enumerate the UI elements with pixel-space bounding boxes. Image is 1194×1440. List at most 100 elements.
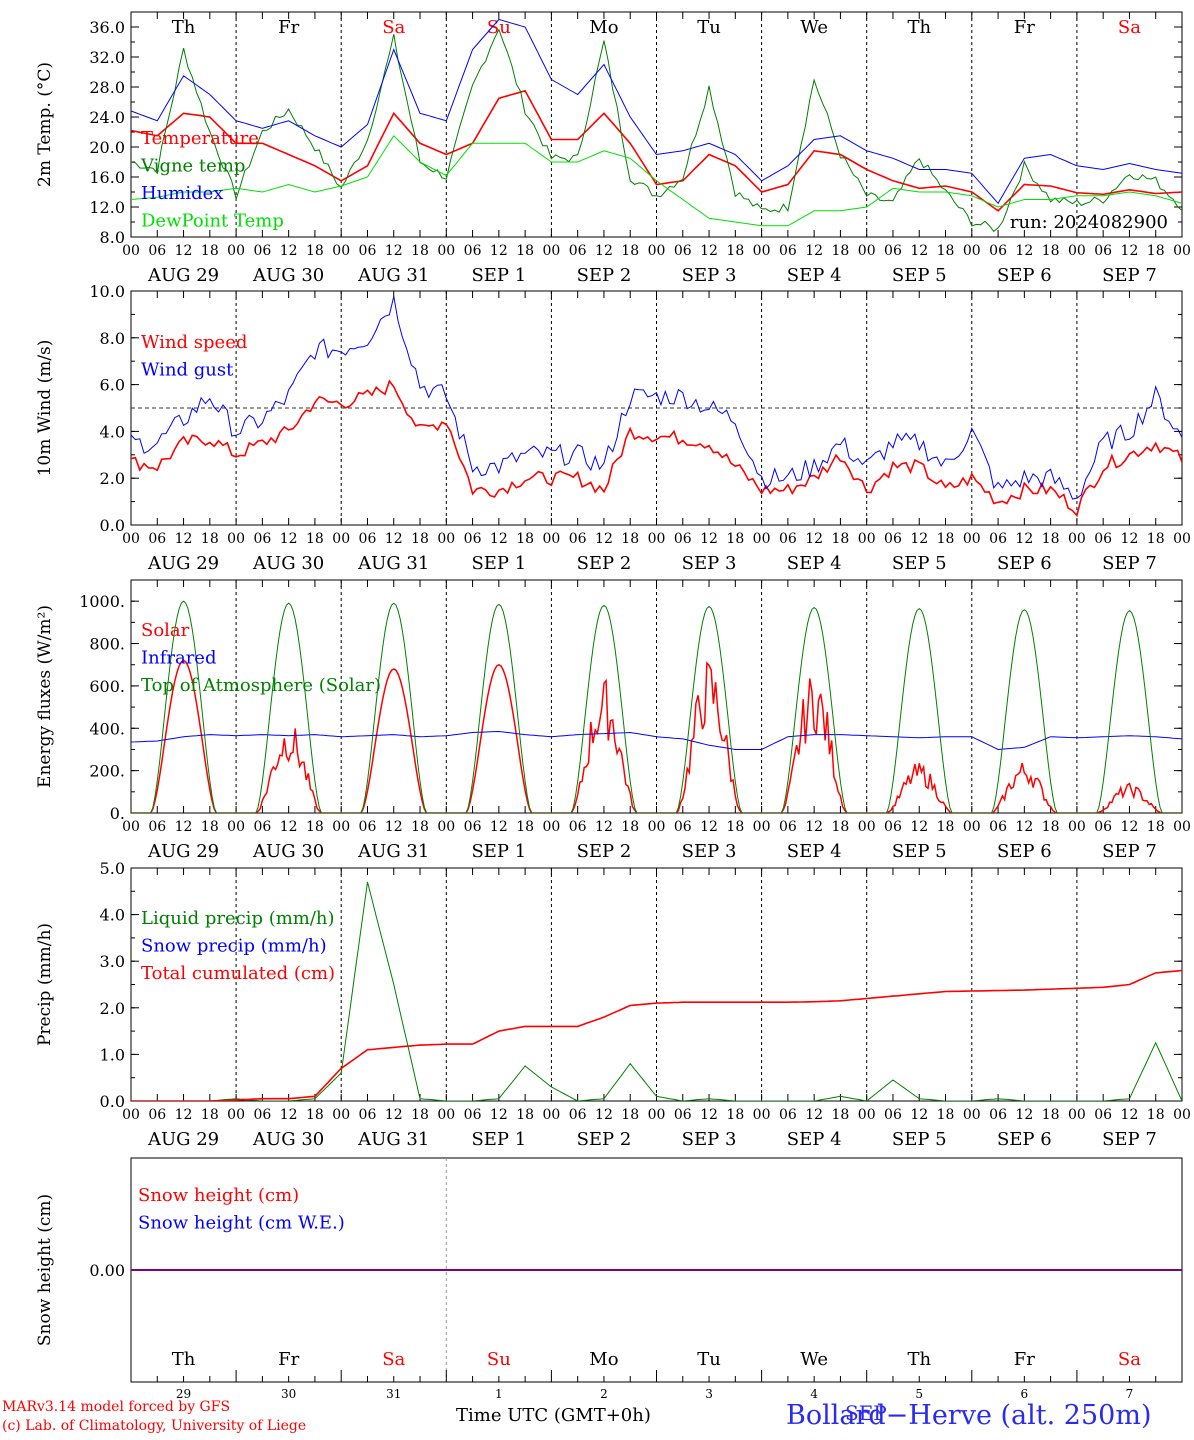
hour-label: 18 xyxy=(621,1107,639,1123)
hour-label: 00 xyxy=(122,1107,140,1123)
y-tick-label: 12.0 xyxy=(89,198,125,217)
hour-label: 00 xyxy=(227,1107,245,1123)
date-label: SEP 7 xyxy=(1102,1129,1157,1150)
y-axis-label: Snow height (cm) xyxy=(35,1194,55,1346)
hour-label: 18 xyxy=(1042,243,1060,259)
date-label: SEP 6 xyxy=(997,553,1052,574)
hour-label: 06 xyxy=(674,819,692,835)
hour-label: 06 xyxy=(989,531,1007,547)
date-label: AUG 31 xyxy=(357,553,429,574)
y-tick-label: 2.0 xyxy=(100,469,125,488)
hour-label: 06 xyxy=(1094,243,1112,259)
plot-frame xyxy=(130,11,1183,238)
date-label: AUG 30 xyxy=(252,553,324,574)
hour-label: 00 xyxy=(122,243,140,259)
hour-label: 06 xyxy=(359,531,377,547)
day-number-label: 3 xyxy=(705,1387,713,1401)
hour-label: 12 xyxy=(700,243,718,259)
hour-label: 00 xyxy=(648,819,666,835)
hour-label: 18 xyxy=(937,243,955,259)
y-tick-label: 28.0 xyxy=(89,78,125,97)
hour-label: 12 xyxy=(280,819,298,835)
hour-label: 00 xyxy=(437,243,455,259)
hour-label: 06 xyxy=(253,819,271,835)
hour-label: 12 xyxy=(1015,1107,1033,1123)
series-line xyxy=(131,881,1182,1101)
hour-label: 12 xyxy=(910,531,928,547)
hour-label: 18 xyxy=(937,1107,955,1123)
hour-label: 18 xyxy=(411,819,429,835)
hour-label: 00 xyxy=(542,243,560,259)
date-label: SEP 2 xyxy=(577,841,632,862)
date-label: SEP 7 xyxy=(1102,553,1157,574)
series-group xyxy=(131,600,1182,813)
hour-label: 00 xyxy=(332,243,350,259)
hour-label: 12 xyxy=(280,531,298,547)
hour-label: 06 xyxy=(464,531,482,547)
hour-label: 12 xyxy=(805,531,823,547)
run-annotation: run: 2024082900 xyxy=(1010,212,1168,233)
date-label: SEP 7 xyxy=(1102,841,1157,862)
hour-label: 06 xyxy=(569,243,587,259)
hour-label: 18 xyxy=(1147,531,1165,547)
hour-label: 18 xyxy=(516,243,534,259)
hour-label: 06 xyxy=(464,1107,482,1123)
hour-label: 12 xyxy=(490,819,508,835)
hour-label: 00 xyxy=(332,819,350,835)
hour-label: 06 xyxy=(359,1107,377,1123)
hour-label: 06 xyxy=(1094,1107,1112,1123)
hour-label: 18 xyxy=(516,819,534,835)
hour-label: 00 xyxy=(753,819,771,835)
day-of-week-label: Tu xyxy=(697,1349,721,1370)
hour-label: 00 xyxy=(1068,243,1086,259)
hour-label: 12 xyxy=(700,1107,718,1123)
date-label: AUG 30 xyxy=(252,1129,324,1150)
hour-label: 18 xyxy=(1042,531,1060,547)
hour-label: 00 xyxy=(753,1107,771,1123)
date-label: SEP 6 xyxy=(997,841,1052,862)
date-label: SEP 3 xyxy=(682,265,737,286)
time-axis-label: Time UTC (GMT+0h) xyxy=(456,1405,651,1426)
hour-label: 00 xyxy=(542,531,560,547)
hour-label: 12 xyxy=(175,531,193,547)
hour-label: 12 xyxy=(1015,531,1033,547)
series-line xyxy=(131,18,1182,205)
hour-label: 12 xyxy=(490,531,508,547)
y-tick-label: 200. xyxy=(89,762,125,781)
hour-label: 06 xyxy=(779,531,797,547)
date-label: AUG 29 xyxy=(147,841,219,862)
date-label: AUG 31 xyxy=(357,841,429,862)
y-tick-label: 800. xyxy=(89,635,125,654)
day-of-week-label: Fr xyxy=(278,17,299,38)
hour-label: 18 xyxy=(306,243,324,259)
hour-label: 06 xyxy=(884,1107,902,1123)
day-of-week-label: Th xyxy=(172,1349,196,1370)
hour-label: 06 xyxy=(989,243,1007,259)
day-of-week-label: Tu xyxy=(697,17,721,38)
date-label: AUG 30 xyxy=(252,265,324,286)
hour-label: 12 xyxy=(1015,243,1033,259)
date-label: AUG 30 xyxy=(252,841,324,862)
y-axis-label: Energy fluxes (W/m²) xyxy=(35,605,55,788)
hour-label: 06 xyxy=(989,1107,1007,1123)
hour-label: 06 xyxy=(148,1107,166,1123)
day-of-week-label: We xyxy=(800,17,828,38)
legend-entry: Temperature xyxy=(141,128,259,149)
hour-label: 06 xyxy=(674,1107,692,1123)
hour-label: 00 xyxy=(437,1107,455,1123)
y-tick-label: 20.0 xyxy=(89,138,125,157)
hour-label: 18 xyxy=(1042,819,1060,835)
hour-label: 18 xyxy=(516,531,534,547)
date-label: SEP 5 xyxy=(892,1129,947,1150)
hour-label: 12 xyxy=(280,243,298,259)
panel-4: 0.0 1.0 2.0 3.0 4.0 5.0 Precip (mm/h) 00 06 12 18 0… xyxy=(35,859,1191,1150)
hour-label: 18 xyxy=(832,1107,850,1123)
date-label: SEP 3 xyxy=(682,553,737,574)
hour-label: 18 xyxy=(726,1107,744,1123)
hour-label: 00 xyxy=(858,1107,876,1123)
hour-label: 12 xyxy=(595,531,613,547)
series-line xyxy=(131,659,1182,813)
y-tick-label: 0.0 xyxy=(100,1092,125,1111)
day-of-week-label: Mo xyxy=(589,17,618,38)
hour-label: 06 xyxy=(148,243,166,259)
